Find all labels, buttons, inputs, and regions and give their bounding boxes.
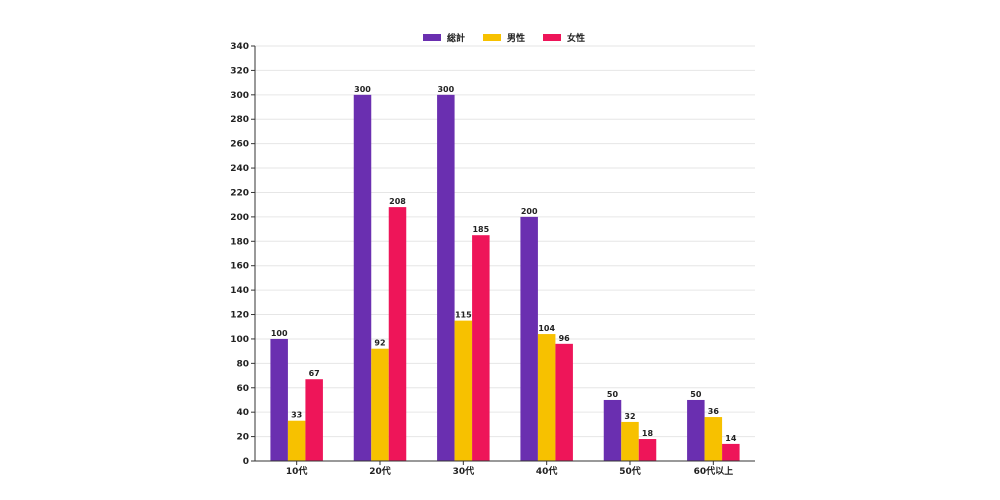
y-tick-label: 240 <box>230 164 249 174</box>
x-tick-label: 40代 <box>536 465 558 477</box>
bar-男性-50代 <box>621 421 639 461</box>
legend-swatch <box>423 34 441 41</box>
legend-swatch <box>483 34 501 41</box>
data-label: 96 <box>559 334 571 343</box>
x-tick-label: 20代 <box>369 465 391 477</box>
bar-男性-60代以上 <box>704 417 723 461</box>
y-tick-label: 20 <box>236 433 249 443</box>
y-tick-label: 160 <box>230 262 249 272</box>
data-label: 92 <box>374 339 385 348</box>
y-tick-label: 340 <box>230 42 249 52</box>
bar-総計-40代 <box>520 216 538 461</box>
y-axis: 0 20 40 60 80 100 120 140 160 180 200 220 240 260 280 3… <box>230 42 256 467</box>
bars: 100 33 67 300 92 208 300 115 185 200 104 96 50 32 18 50… <box>270 85 740 461</box>
bar-総計-50代 <box>603 399 622 461</box>
data-label: 185 <box>472 225 489 234</box>
y-tick-label: 120 <box>230 311 249 321</box>
x-axis: 10代 20代 30代 40代 50代 60代以上 <box>255 460 755 477</box>
y-tick-label: 80 <box>236 359 249 369</box>
bar-男性-20代 <box>371 348 389 461</box>
legend: 総計 男性 女性 <box>423 32 585 44</box>
grid-lines <box>255 45 755 438</box>
legend-label: 総計 <box>447 32 465 44</box>
x-tick-label: 30代 <box>453 465 475 477</box>
x-tick-label: 60代以上 <box>694 465 734 477</box>
y-tick-label: 100 <box>230 335 249 345</box>
bar-総計-30代 <box>437 94 455 461</box>
bar-女性-30代 <box>472 235 490 461</box>
bar-女性-10代 <box>305 379 323 461</box>
data-label: 50 <box>607 390 619 399</box>
data-label: 67 <box>309 369 320 378</box>
data-label: 50 <box>690 390 702 399</box>
y-tick-label: 220 <box>230 188 249 198</box>
legend-label: 男性 <box>507 32 525 44</box>
y-tick-label: 320 <box>230 66 249 76</box>
data-label: 104 <box>538 324 555 333</box>
data-label: 33 <box>291 411 302 420</box>
bar-男性-10代 <box>287 420 306 461</box>
data-label: 208 <box>389 197 406 206</box>
data-label: 300 <box>437 85 454 94</box>
bar-男性-40代 <box>537 334 556 461</box>
data-label: 100 <box>271 329 288 338</box>
bar-総計-60代以上 <box>687 399 705 461</box>
bar-総計-10代 <box>270 338 288 461</box>
bar-総計-20代 <box>353 94 372 461</box>
data-label: 200 <box>521 207 538 216</box>
y-tick-label: 140 <box>230 286 249 296</box>
y-tick-label: 60 <box>236 384 249 394</box>
y-tick-label: 40 <box>236 408 249 418</box>
legend-label: 女性 <box>567 32 585 44</box>
y-tick-label: 260 <box>230 140 249 150</box>
y-tick-label: 200 <box>230 213 249 223</box>
x-tick-label: 50代 <box>619 465 641 477</box>
bar-女性-40代 <box>555 343 573 461</box>
bar-女性-60代以上 <box>722 443 740 461</box>
data-label: 32 <box>624 412 635 421</box>
y-tick-label: 280 <box>230 115 249 125</box>
data-label: 14 <box>725 434 737 443</box>
bar-男性-30代 <box>454 320 473 461</box>
data-label: 18 <box>642 429 654 438</box>
data-label: 115 <box>455 311 472 320</box>
bar-女性-50代 <box>638 439 657 461</box>
legend-swatch <box>543 34 561 41</box>
bar-女性-20代 <box>388 207 407 461</box>
y-tick-label: 0 <box>243 457 249 467</box>
y-tick-label: 180 <box>230 237 249 247</box>
data-label: 300 <box>354 85 371 94</box>
data-label: 36 <box>708 407 720 416</box>
y-tick-label: 300 <box>230 91 249 101</box>
x-tick-label: 10代 <box>286 465 308 477</box>
